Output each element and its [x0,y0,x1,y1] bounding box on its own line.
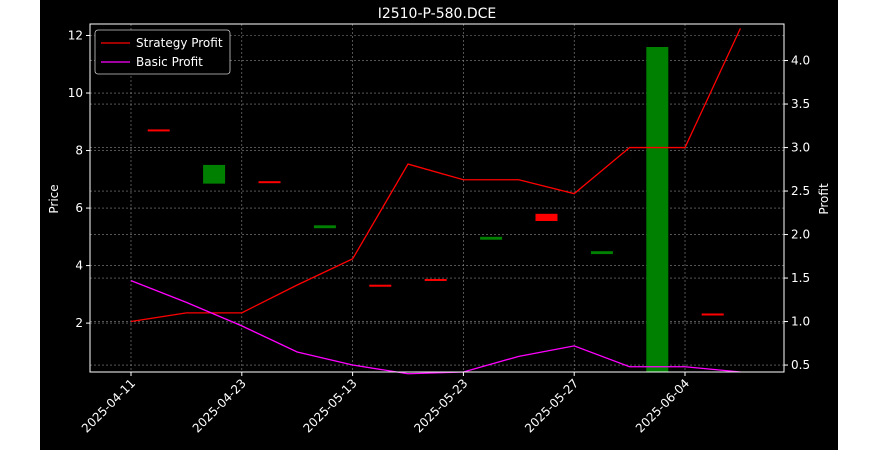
y-right-tick-label: 1.5 [791,271,810,285]
y-right-tick-label: 3.5 [791,97,810,111]
y-right-tick-label: 2.0 [791,228,810,242]
y-axis-left-label: Price [47,184,61,213]
y-right-tick-label: 4.0 [791,54,810,68]
candle-body [203,164,226,184]
y-left-tick-label: 12 [68,29,83,43]
chart-title: I2510-P-580.DCE [378,6,497,22]
legend-label-basic: Basic Profit [136,55,203,69]
y-left-tick-label: 10 [68,86,83,100]
candle-body [590,251,613,255]
candle-body [147,129,170,132]
y-axis-left: 2 4 6 8 10 12 [68,29,90,330]
y-axis-right-label: Profit [817,183,831,215]
y-left-tick-label: 4 [75,259,83,273]
y-left-tick-label: 2 [75,316,83,330]
candle-body [701,313,724,316]
basic-profit-line [130,280,741,375]
candle-body [424,278,447,281]
strategy-profit-line [130,28,741,323]
y-right-tick-label: 0.5 [791,358,810,372]
candles [147,47,724,372]
y-right-tick-label: 2.5 [791,184,810,198]
y-axis-right: 0.5 1.0 1.5 2.0 2.5 3.0 3.5 4.0 [784,54,810,372]
figure-background [40,0,838,450]
candle-body [535,213,558,222]
candle-body [313,225,336,229]
y-left-tick-label: 6 [75,201,83,215]
legend-label-strategy: Strategy Profit [136,36,223,50]
grid [90,24,784,372]
y-left-tick-label: 8 [75,144,83,158]
legend: Strategy Profit Basic Profit [94,29,231,75]
candle-body [258,181,281,184]
y-right-tick-label: 1.0 [791,315,810,329]
series-lines [130,28,741,375]
candle-body [369,284,392,287]
y-right-tick-label: 3.0 [791,141,810,155]
candle-body [480,236,503,240]
legend-box [94,29,231,75]
candle-body [646,47,669,372]
plot-frame [89,23,785,373]
